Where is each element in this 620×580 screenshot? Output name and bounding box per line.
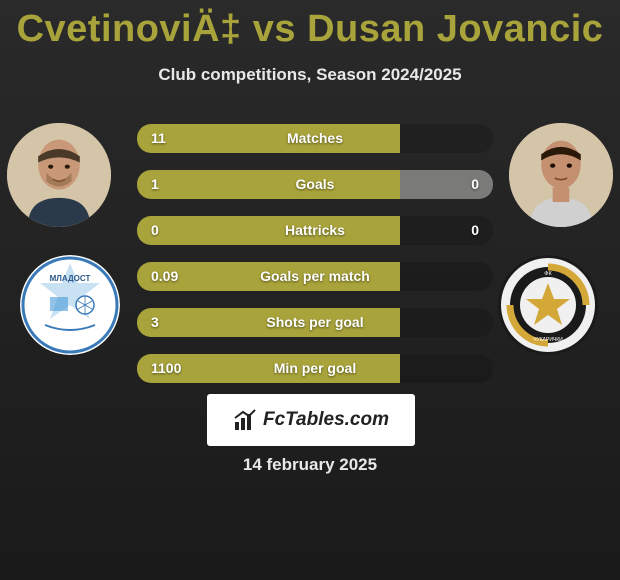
stat-label: Hattricks	[137, 216, 493, 245]
svg-text:МЛАДОСТ: МЛАДОСТ	[50, 274, 91, 283]
chart-icon	[233, 408, 257, 432]
stat-row: 3Shots per goal	[137, 308, 493, 337]
svg-text:ФК: ФК	[544, 271, 552, 277]
stat-row: 11Matches	[137, 124, 493, 153]
stat-row: 00Hattricks	[137, 216, 493, 245]
club-logo-right: ФК ЧУКАРИЧКИ	[498, 255, 598, 355]
stat-row: 10Goals	[137, 170, 493, 199]
stat-row: 1100Min per goal	[137, 354, 493, 383]
stat-label: Min per goal	[137, 354, 493, 383]
stat-label: Matches	[137, 124, 493, 153]
stat-label: Shots per goal	[137, 308, 493, 337]
date-label: 14 february 2025	[0, 455, 620, 475]
player-avatar-left	[7, 123, 111, 227]
fctables-badge[interactable]: FcTables.com	[207, 394, 415, 446]
badge-label: FcTables.com	[263, 409, 389, 431]
svg-text:ЧУКАРИЧКИ: ЧУКАРИЧКИ	[533, 337, 563, 343]
club-logo-left: МЛАДОСТ	[20, 255, 120, 355]
stats-bars-container: 11Matches 10Goals 00Hattricks 0.09Goals per…	[137, 124, 493, 400]
season-subtitle: Club competitions, Season 2024/2025	[0, 65, 620, 85]
stat-label: Goals per match	[137, 262, 493, 291]
stat-label: Goals	[137, 170, 493, 199]
player-avatar-right	[509, 123, 613, 227]
page-title: CvetinoviÄ‡ vs Dusan Jovancic	[0, 0, 620, 51]
stat-row: 0.09Goals per match	[137, 262, 493, 291]
